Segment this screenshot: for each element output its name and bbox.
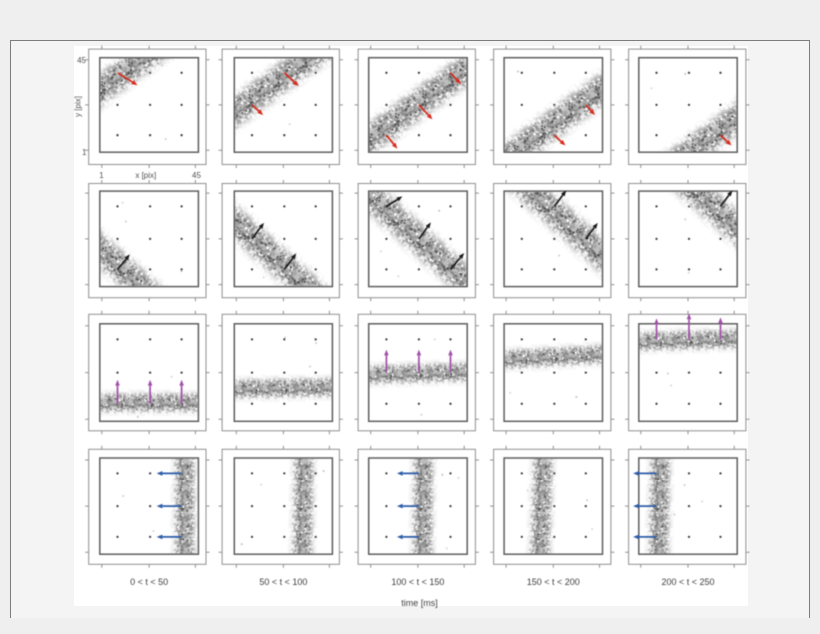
svg-text:45: 45 [77, 56, 86, 65]
svg-text:0 < t < 50: 0 < t < 50 [130, 577, 168, 587]
svg-text:1: 1 [82, 148, 87, 157]
svg-text:45: 45 [192, 171, 201, 180]
svg-text:x [pix]: x [pix] [135, 171, 156, 180]
svg-text:50 < t < 100: 50 < t < 100 [259, 577, 307, 587]
svg-text:time [ms]: time [ms] [401, 598, 438, 608]
svg-text:150 < t < 200: 150 < t < 200 [527, 577, 580, 587]
svg-text:1: 1 [99, 171, 104, 180]
svg-text:100 < t < 150: 100 < t < 150 [391, 577, 444, 587]
svg-text:200 < t < 250: 200 < t < 250 [661, 577, 714, 587]
svg-text:y [pix]: y [pix] [74, 96, 83, 117]
